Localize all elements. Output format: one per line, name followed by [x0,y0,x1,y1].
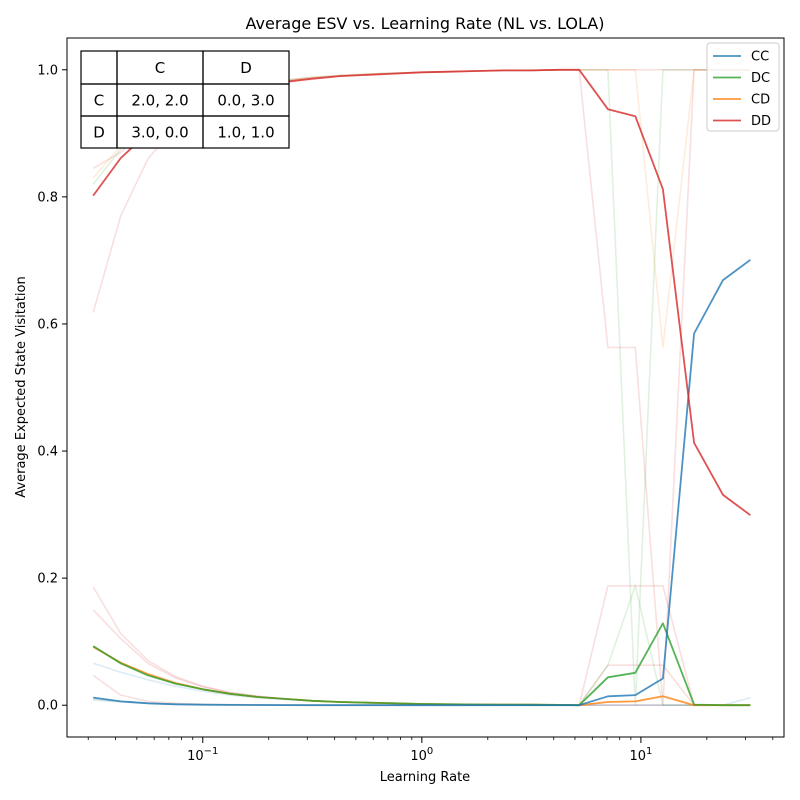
table-row-header: D [93,124,105,142]
table-cell: 0.0, 3.0 [217,92,274,110]
y-tick-label: 0.2 [37,572,58,587]
chart-title: Average ESV vs. Learning Rate (NL vs. LO… [246,14,605,33]
table-cell: 2.0, 2.0 [131,92,188,110]
table-cell: 1.0, 1.0 [217,124,274,142]
x-tick-label: 100 [410,746,433,764]
x-axis-label: Learning Rate [380,770,470,785]
legend-label-dc: DC [751,71,770,86]
y-tick-label: 0.6 [37,317,58,332]
table-row-header: C [94,92,104,110]
y-tick-label: 0.0 [37,699,58,714]
series-line-dc [92,622,751,707]
legend-label-dd: DD [751,114,771,129]
table-background [81,51,289,148]
table-col-header: C [155,59,165,77]
y-tick-label: 0.8 [37,190,58,205]
axes-frame [66,37,785,738]
x-tick-label: 101 [629,746,652,764]
legend-label-cc: CC [751,50,769,65]
y-tick-label: 1.0 [37,63,58,78]
x-axis-ticks: 10−1 100 101 [87,737,774,764]
table-cell: 3.0, 0.0 [131,124,188,142]
table-cell-border [202,115,290,149]
payoff-table: C DC 2.0, 2.0 0.0, 3.0D 3.0, 0.0 1.0, 1.0 [80,50,290,149]
legend-box [706,42,780,132]
legend: CC DC CD DD [706,42,780,132]
x-tick-label: 10−1 [187,746,218,764]
y-tick-label: 0.4 [37,445,58,460]
y-axis-label: Average Expected State Visitation [14,276,29,497]
series-line-cc [93,259,751,707]
table-col-header: D [240,59,252,77]
y-axis-ticks: 0.0 0.2 0.4 0.6 0.8 1.0 [37,63,67,714]
legend-label-cd: CD [751,93,770,108]
